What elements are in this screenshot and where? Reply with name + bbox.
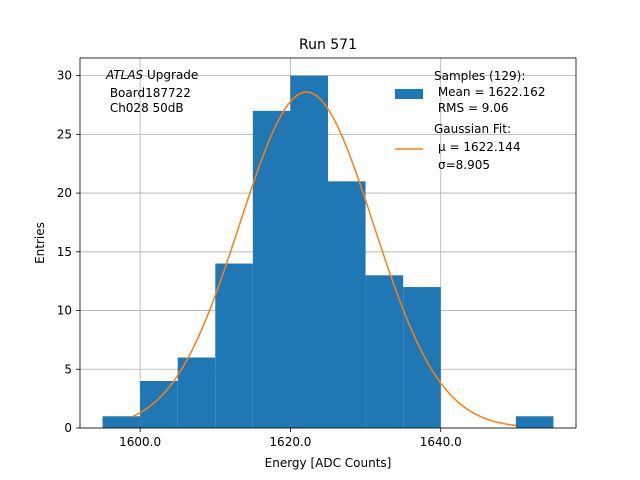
- y-tick-label-0: 0: [64, 421, 72, 435]
- legend-samples-line-3: RMS = 9.06: [434, 101, 509, 115]
- histogram-bar-1: [140, 381, 178, 428]
- histogram-bar-2: [177, 357, 216, 428]
- legend-swatch-samples: [395, 89, 423, 99]
- y-tick-label-6: 30: [57, 69, 72, 83]
- y-tick-label-3: 15: [57, 245, 72, 259]
- histogram-bar-5: [290, 75, 328, 428]
- histogram-bars: [102, 75, 554, 428]
- legend-samples-line-2: Mean = 1622.162: [434, 85, 545, 99]
- legend-fit-line-3: σ=8.905: [438, 158, 490, 172]
- y-axis-label: Entries: [33, 222, 47, 264]
- histogram-bar-7: [365, 275, 404, 428]
- legend-fit-line-1: Gaussian Fit:: [434, 122, 511, 136]
- histogram-bar-0: [102, 416, 141, 428]
- y-tick-label-2: 10: [57, 304, 72, 318]
- y-tick-label-5: 25: [57, 127, 72, 141]
- x-tick-label-1: 1620.0: [269, 435, 311, 449]
- plot-frame: [79, 57, 577, 429]
- gaussian-fit-curve: [132, 91, 516, 427]
- histogram-bar-3: [215, 263, 253, 428]
- y-tick-label-4: 20: [57, 186, 72, 200]
- axis-ticks: 1600.0 1620.0 1640.0 0 5 10 15 20 25 30: [57, 69, 462, 449]
- histogram-bar-8: [403, 287, 441, 428]
- gaussian-fit-layer: [132, 91, 516, 427]
- annotation-line-1: ATLAS Upgrade: [105, 68, 198, 82]
- annotation-line-2: Board187722: [106, 86, 191, 100]
- x-tick-label-2: 1640.0: [420, 435, 462, 449]
- chart-title: Run 571: [299, 37, 357, 53]
- histogram-bar-11: [515, 416, 554, 428]
- x-tick-label-0: 1600.0: [119, 435, 161, 449]
- annotation-line-3: Ch028 50dB: [106, 101, 184, 115]
- histogram-bar-6: [328, 181, 366, 428]
- y-tick-label-1: 5: [64, 362, 72, 376]
- histogram-bar-4: [252, 110, 291, 428]
- legend-samples-line-1: Samples (129):: [434, 69, 525, 83]
- legend: Samples (129): Mean = 1622.162 RMS = 9.0…: [395, 69, 545, 172]
- atlas-annotation: ATLAS Upgrade Board187722 Ch028 50dB: [105, 68, 198, 115]
- x-axis-label: Energy [ADC Counts]: [265, 456, 392, 470]
- legend-fit-line-2: μ = 1622.144: [438, 140, 521, 154]
